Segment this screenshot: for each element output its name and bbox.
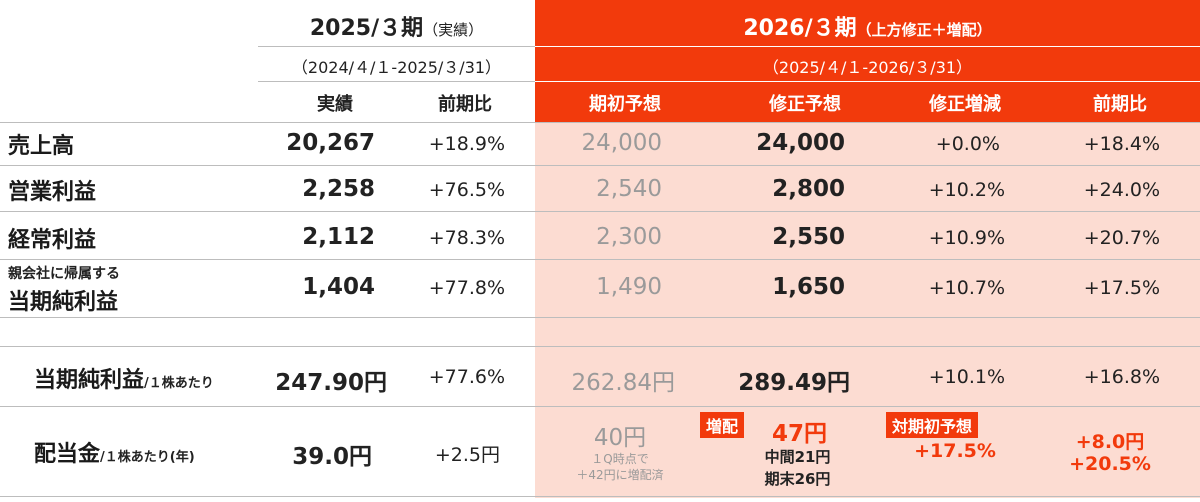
ni-change: +10.7%	[928, 277, 1005, 299]
col-yoy2: 前期比	[1093, 94, 1147, 115]
dividend-year-end: 期末26円	[764, 470, 831, 488]
ni-actual: 1,404	[302, 274, 375, 300]
op-change: +10.2%	[928, 179, 1005, 201]
eps-actual: 247.90円	[275, 370, 387, 396]
tag-increase: 増配	[700, 412, 745, 438]
eps-yoy2: +16.8%	[1083, 366, 1160, 388]
header-divider	[535, 81, 1200, 82]
ord-yoy: +78.3%	[428, 227, 505, 249]
ni-yoy: +77.8%	[428, 277, 505, 299]
op-initial: 2,540	[596, 176, 662, 202]
eps-initial: 262.84円	[571, 370, 675, 396]
dividend-interim: 中間21円	[764, 448, 831, 466]
dividend-yoy2-amount: +8.0円	[1075, 431, 1145, 453]
eps-change: +10.1%	[928, 366, 1005, 388]
forecast-body-bg	[535, 122, 1200, 498]
header-divider	[258, 46, 535, 47]
dividend-actual: 39.0円	[292, 444, 372, 470]
col-actual: 実績	[317, 94, 353, 115]
curr-period-range: （2025/４/１-2026/３/31）	[762, 58, 973, 77]
dividend-yoy: +2.5円	[434, 444, 500, 466]
ord-yoy2: +20.7%	[1083, 227, 1160, 249]
ord-revised: 2,550	[772, 224, 845, 250]
col-initial: 期初予想	[589, 94, 661, 115]
eps-revised: 289.49円	[738, 370, 850, 396]
ord-actual: 2,112	[302, 224, 375, 250]
col-revised: 修正予想	[769, 94, 841, 115]
header-divider	[258, 81, 535, 82]
sales-actual: 20,267	[286, 130, 375, 156]
row-label-sales: 売上高	[8, 134, 75, 159]
op-actual: 2,258	[302, 176, 375, 202]
sales-initial: 24,000	[581, 130, 662, 156]
col-change: 修正増減	[929, 94, 1001, 115]
ord-initial: 2,300	[596, 224, 662, 250]
eps-label: 当期純利益/１株あたり	[34, 368, 214, 393]
curr-period-header: 2026/３期（上方修正＋増配）	[743, 16, 992, 41]
header-divider	[535, 46, 1200, 47]
eps-yoy: +77.6%	[428, 366, 505, 388]
dividend-initial: 40円	[593, 425, 647, 451]
op-revised: 2,800	[772, 176, 845, 202]
dividend-initial-note1: １Q時点で	[591, 452, 649, 466]
row-label-net-income-prefix: 親会社に帰属する	[8, 266, 120, 282]
dividend-revised: 47円	[772, 421, 828, 447]
dividend-change: +17.5%	[914, 440, 996, 462]
forecast-header-bg	[535, 0, 1200, 122]
tag-vs-initial: 対期初予想	[886, 412, 979, 438]
col-yoy: 前期比	[438, 94, 492, 115]
ni-revised: 1,650	[772, 274, 845, 300]
dividend-label: 配当金/１株あたり(年)	[34, 442, 195, 467]
dividend-initial-note2: ＋42円に増配済	[576, 468, 664, 482]
sales-yoy: +18.9%	[428, 133, 505, 155]
ord-change: +10.9%	[928, 227, 1005, 249]
op-yoy: +76.5%	[428, 179, 505, 201]
prev-period-range: （2024/４/１-2025/３/31）	[291, 58, 502, 77]
sales-revised: 24,000	[756, 130, 845, 156]
row-label-net-income: 当期純利益	[8, 290, 119, 315]
row-label-operating-profit: 営業利益	[8, 180, 97, 205]
prev-period-header: 2025/３期（実績）	[309, 16, 484, 41]
dividend-yoy2-percent: +20.5%	[1069, 453, 1151, 475]
ni-yoy2: +17.5%	[1083, 277, 1160, 299]
sales-yoy2: +18.4%	[1083, 133, 1160, 155]
op-yoy2: +24.0%	[1083, 179, 1160, 201]
ni-initial: 1,490	[596, 274, 662, 300]
row-label-ordinary-profit: 経常利益	[8, 228, 97, 253]
sales-change: +0.0%	[935, 133, 1000, 155]
